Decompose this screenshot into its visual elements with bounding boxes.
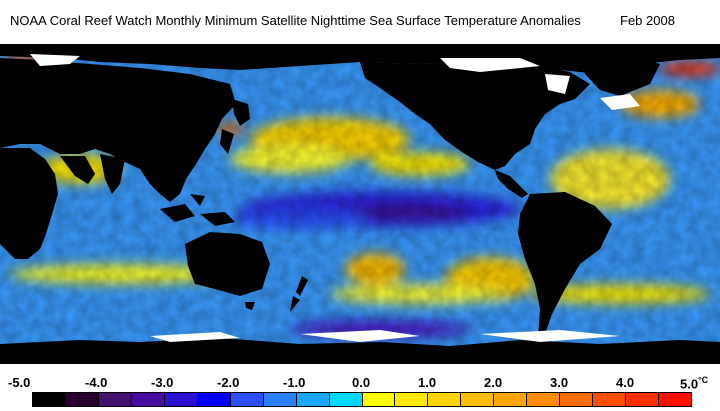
color-legend: -5.0 -4.0 -3.0 -2.0 -1.0 0.0 1.0 2.0 3.0…	[0, 372, 720, 411]
legend-tick-3: -2.0	[217, 375, 240, 390]
legend-swatch	[395, 393, 429, 406]
legend-swatch	[593, 393, 627, 406]
legend-swatch	[659, 393, 692, 406]
legend-tick-4: -1.0	[283, 375, 306, 390]
sst-anomaly-map	[0, 44, 720, 364]
legend-swatch	[33, 393, 66, 406]
map-title: NOAA Coral Reef Watch Monthly Minimum Sa…	[0, 0, 720, 44]
legend-tick-5: 0.0	[352, 375, 371, 390]
title-date: Feb 2008	[620, 13, 675, 28]
legend-tick-10: 5.0°C	[680, 375, 708, 391]
legend-tick-6: 1.0	[418, 375, 437, 390]
legend-swatch	[98, 393, 132, 406]
legend-color-bar	[32, 392, 692, 407]
legend-swatch	[626, 393, 660, 406]
legend-tick-9: 4.0	[616, 375, 635, 390]
legend-swatch	[197, 393, 231, 406]
legend-unit: °C	[698, 375, 709, 385]
legend-swatch	[362, 393, 396, 406]
legend-swatch	[560, 393, 594, 406]
legend-swatch	[329, 393, 363, 406]
sea-ice	[30, 54, 640, 342]
legend-swatch	[461, 393, 495, 406]
legend-swatch	[164, 393, 198, 406]
landmasses	[0, 44, 720, 364]
title-text: NOAA Coral Reef Watch Monthly Minimum Sa…	[10, 13, 581, 28]
legend-tick-10-value: 5.0	[680, 376, 699, 392]
legend-swatch	[131, 393, 165, 406]
legend-swatch	[428, 393, 462, 406]
legend-swatch	[230, 393, 264, 406]
legend-tick-1: -4.0	[85, 375, 108, 390]
legend-tick-0: -5.0	[8, 375, 31, 390]
legend-tick-8: 3.0	[550, 375, 569, 390]
legend-swatch	[65, 393, 99, 406]
legend-swatch	[296, 393, 330, 406]
legend-tick-2: -3.0	[151, 375, 174, 390]
legend-swatch	[263, 393, 297, 406]
legend-swatch	[527, 393, 561, 406]
legend-swatch	[494, 393, 528, 406]
legend-tick-7: 2.0	[484, 375, 503, 390]
